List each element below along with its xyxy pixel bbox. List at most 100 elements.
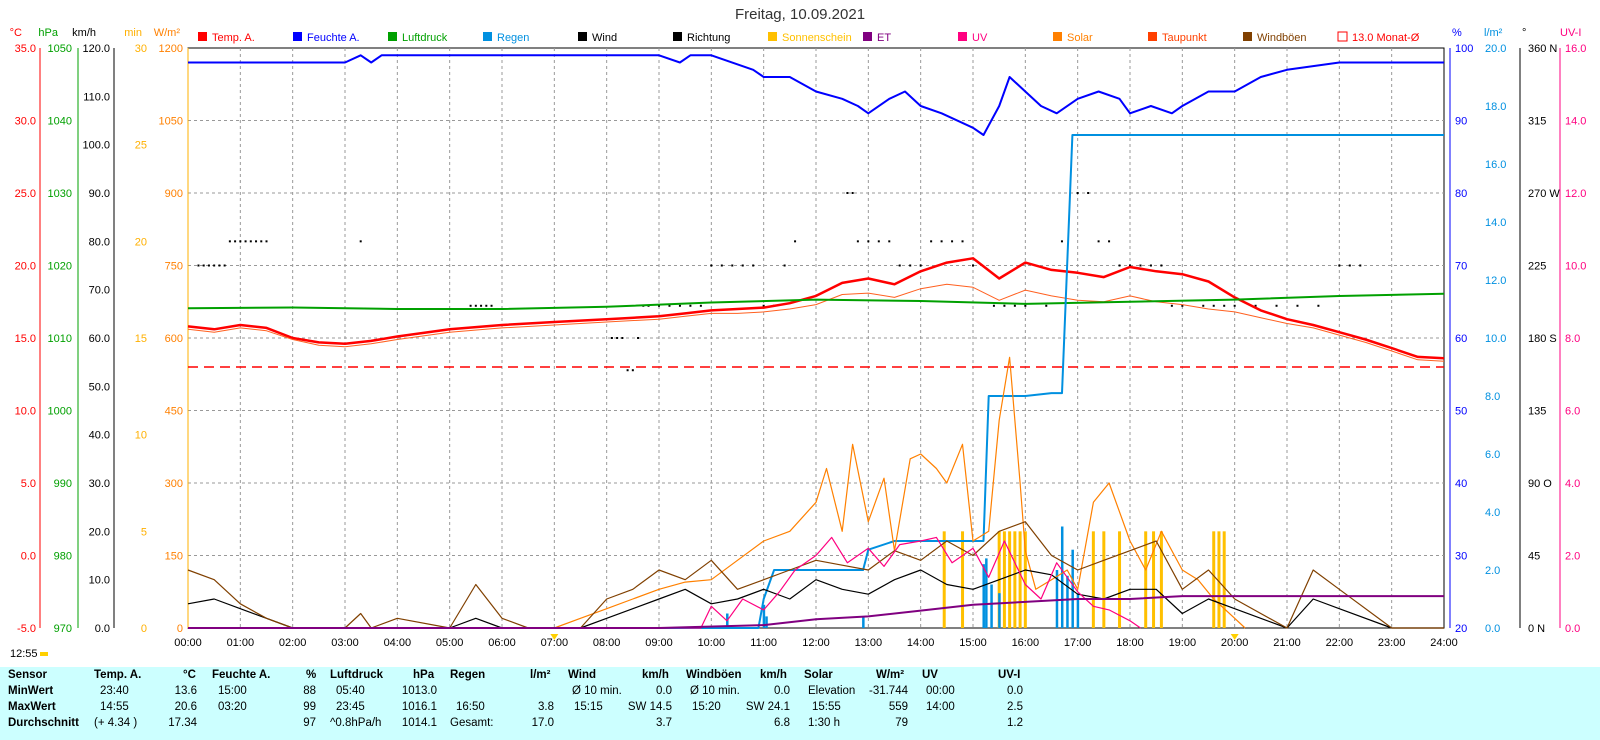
direction-point <box>689 304 692 307</box>
x-tick-label: 24:00 <box>1430 637 1458 649</box>
rain-bar <box>998 593 1001 628</box>
x-tick-label: 22:00 <box>1326 637 1354 649</box>
stats-press-max-value: 1016.1 <box>401 701 437 713</box>
temp-tick-label: -5.0 <box>17 623 36 635</box>
direction-point <box>1060 240 1063 243</box>
direction-point <box>202 264 205 267</box>
stats-hum-unit: % <box>306 669 317 681</box>
stats-uv-header: UV <box>922 669 938 681</box>
stats-uv-max-time: 14:00 <box>926 701 955 713</box>
legend-swatch <box>1243 32 1252 41</box>
x-tick-label: 21:00 <box>1273 637 1301 649</box>
humidity-tick-label: 80 <box>1455 188 1467 200</box>
legend-item: Wind <box>592 32 617 44</box>
wind-tick-label: 10.0 <box>89 575 110 587</box>
legend-swatch <box>483 32 492 41</box>
solar-tick-label: 0 <box>177 623 183 635</box>
direction-point <box>359 240 362 243</box>
legend-item: Temp. A. <box>212 32 255 44</box>
stats-solar-max-time: 15:55 <box>812 701 841 713</box>
direction-tick-label: 180 S <box>1528 333 1557 345</box>
stats-temp-max-value: 20.6 <box>174 701 197 713</box>
direction-point <box>207 264 210 267</box>
direction-unit-label: ° <box>1522 27 1526 39</box>
legend-swatch <box>673 32 682 41</box>
x-tick-label: 10:00 <box>698 637 726 649</box>
stats-solar-avg-value: 79 <box>895 717 908 729</box>
direction-point <box>794 240 797 243</box>
legend-swatch <box>293 32 302 41</box>
direction-point <box>1097 240 1100 243</box>
direction-point <box>631 369 634 372</box>
sunshine-bar <box>1159 531 1163 628</box>
x-tick-label: 16:00 <box>1012 637 1040 649</box>
direction-tick-label: 225 <box>1528 261 1546 273</box>
direction-point <box>637 337 640 339</box>
wind-tick-label: 100.0 <box>82 140 110 152</box>
humidity-tick-label: 50 <box>1455 406 1467 418</box>
x-tick-label: 13:00 <box>855 637 883 649</box>
series-line-temp-a- <box>187 257 1445 360</box>
uvi-tick-label: 4.0 <box>1565 478 1580 490</box>
stats-gust-max-value: SW 24.1 <box>745 701 790 713</box>
rain-tick-label: 10.0 <box>1485 333 1506 345</box>
sunshine-bar <box>1023 531 1027 628</box>
direction-point <box>851 192 854 194</box>
direction-point <box>485 304 488 307</box>
direction-point <box>626 369 629 372</box>
rain-tick-label: 4.0 <box>1485 507 1500 519</box>
stats-row-avg: Durchschnitt <box>8 717 79 729</box>
direction-point <box>1348 264 1351 267</box>
uvi-unit-label: UV-I <box>1560 27 1581 39</box>
temp-unit-label: °C <box>10 27 22 39</box>
legend-swatch <box>198 32 207 41</box>
direction-tick-label: 315 <box>1528 116 1546 128</box>
x-tick-label: 12:00 <box>802 637 830 649</box>
temp-tick-label: 35.0 <box>15 43 36 55</box>
temp-tick-label: 5.0 <box>21 478 36 490</box>
stats-uv-max-value: 2.5 <box>1007 701 1023 713</box>
stats-solar-unit: W/m² <box>876 669 905 681</box>
sunshine-bar <box>1008 531 1012 628</box>
solar-tick-label: 750 <box>165 261 183 273</box>
humidity-tick-label: 100 <box>1455 43 1473 55</box>
stats-press-header: Luftdruck <box>330 669 384 681</box>
stats-temp-min-time: 23:40 <box>100 685 129 697</box>
x-tick-label: 02:00 <box>279 637 307 649</box>
sunshine-bar <box>1091 531 1095 628</box>
stats-temp-avg-note: (+ 4.34 ) <box>94 717 138 729</box>
direction-point <box>731 264 734 267</box>
legend-swatch <box>1148 32 1157 41</box>
direction-point <box>877 240 880 243</box>
uvi-tick-label: 14.0 <box>1565 116 1586 128</box>
direction-point <box>610 337 613 339</box>
sunmin-tick-label: 0 <box>141 623 147 635</box>
legend-item: Solar <box>1067 32 1093 44</box>
rain-tick-label: 12.0 <box>1485 275 1506 287</box>
sunshine-bar <box>1152 531 1156 628</box>
legend-item: Richtung <box>687 32 730 44</box>
sunshine-bar <box>942 531 946 628</box>
legend-item: UV <box>972 32 988 44</box>
stats-wind-avg-value: 3.7 <box>656 717 672 729</box>
series-line-solar <box>554 356 1246 629</box>
temp-tick-label: 30.0 <box>15 116 36 128</box>
rain-tick-label: 20.0 <box>1485 43 1506 55</box>
x-tick-label: 05:00 <box>436 637 464 649</box>
stats-hum-max-value: 99 <box>303 701 316 713</box>
direction-point <box>752 264 755 267</box>
stats-wind-unit: km/h <box>642 669 669 681</box>
x-tick-label: 11:00 <box>750 637 777 649</box>
direction-point <box>228 240 231 243</box>
stats-press-min-value: 1013.0 <box>401 685 437 697</box>
sunshine-bar <box>1118 531 1122 628</box>
direction-point <box>846 192 849 194</box>
stats-rain-total-value: 17.0 <box>531 717 554 729</box>
legend-item: Taupunkt <box>1162 32 1207 44</box>
wind-tick-label: 50.0 <box>89 381 110 393</box>
stats-press-unit: hPa <box>413 669 435 681</box>
solar-tick-label: 600 <box>165 333 183 345</box>
direction-point <box>1118 264 1121 267</box>
legend-item: Regen <box>497 32 529 44</box>
direction-point <box>1359 264 1362 267</box>
